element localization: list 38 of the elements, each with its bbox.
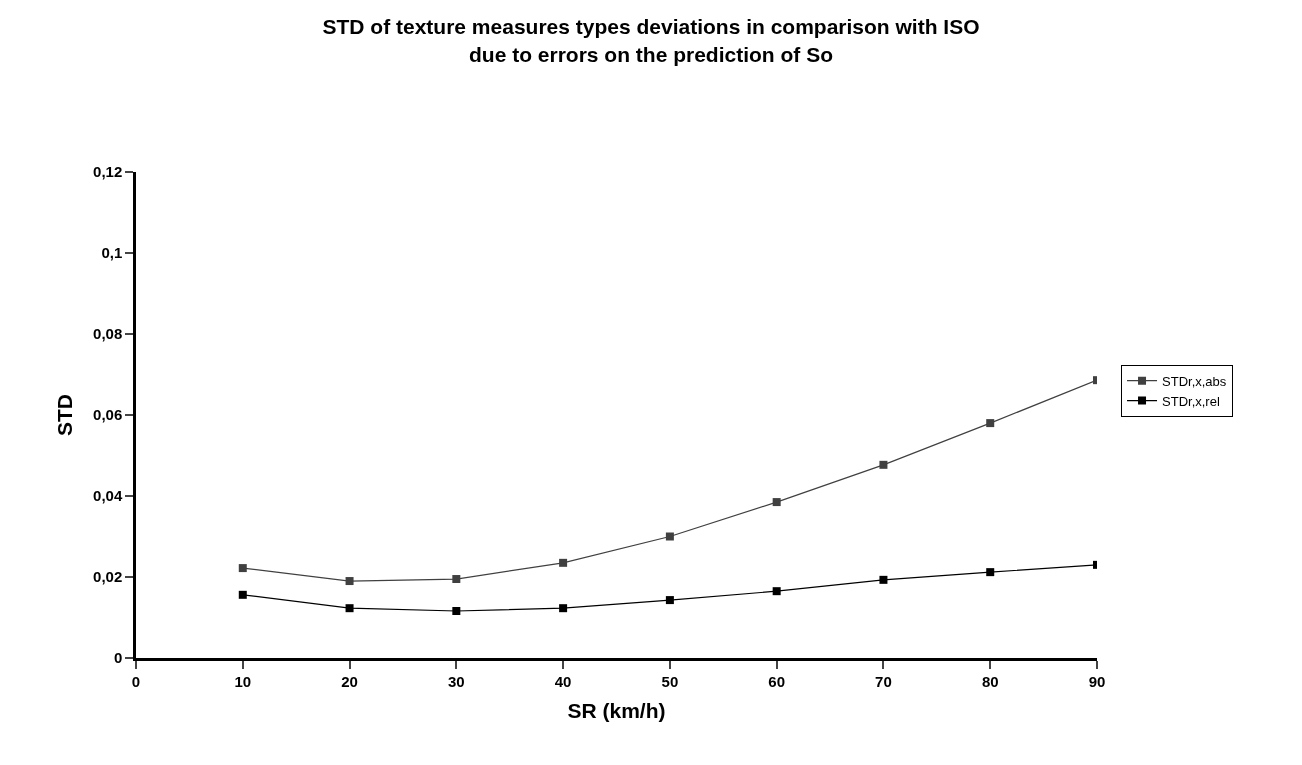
- x-tick-label: 0: [131, 672, 141, 690]
- x-tick-label: 50: [661, 672, 679, 690]
- y-tick-label: 0,12: [93, 163, 123, 181]
- point: [665, 532, 674, 541]
- point: [986, 568, 995, 577]
- point: [238, 564, 247, 573]
- y-tick-label: 0,04: [93, 487, 123, 505]
- x-tick-label: 40: [554, 672, 572, 690]
- point: [452, 575, 461, 584]
- point: [879, 575, 888, 584]
- x-tick-label: 20: [341, 672, 358, 690]
- point: [345, 604, 354, 613]
- x-axis-title: SR (km/h): [567, 698, 666, 722]
- x-tick-label: 80: [981, 672, 999, 690]
- point: [665, 596, 674, 605]
- y-tick-label: 0,1: [101, 244, 123, 262]
- point: [559, 558, 568, 567]
- y-tick-label: 0,08: [93, 325, 123, 343]
- point: [345, 577, 354, 586]
- y-tick-label: 0,06: [93, 406, 123, 424]
- x-tick-label: 60: [768, 672, 786, 690]
- point: [879, 460, 888, 469]
- legend-label: STDr,x,rel: [1162, 393, 1220, 409]
- point: [238, 590, 247, 599]
- point: [559, 604, 568, 613]
- x-tick-label: 90: [1088, 672, 1106, 690]
- point: [772, 498, 781, 507]
- y-tick-label: 0,02: [93, 568, 123, 586]
- x-tick-label: 30: [447, 672, 465, 690]
- y-tick-label: 0: [113, 649, 123, 667]
- x-tick-label: 70: [875, 672, 892, 690]
- point: [772, 587, 781, 596]
- legend-label: STDr,x,abs: [1162, 373, 1227, 389]
- point: [986, 419, 995, 428]
- x-tick-label: 10: [234, 672, 252, 690]
- point: [452, 607, 461, 616]
- chart-title: STD of texture measures types deviations in comparison with ISO due to errors on the prediction of So: [322, 15, 980, 66]
- y-axis-title: STD: [53, 394, 77, 436]
